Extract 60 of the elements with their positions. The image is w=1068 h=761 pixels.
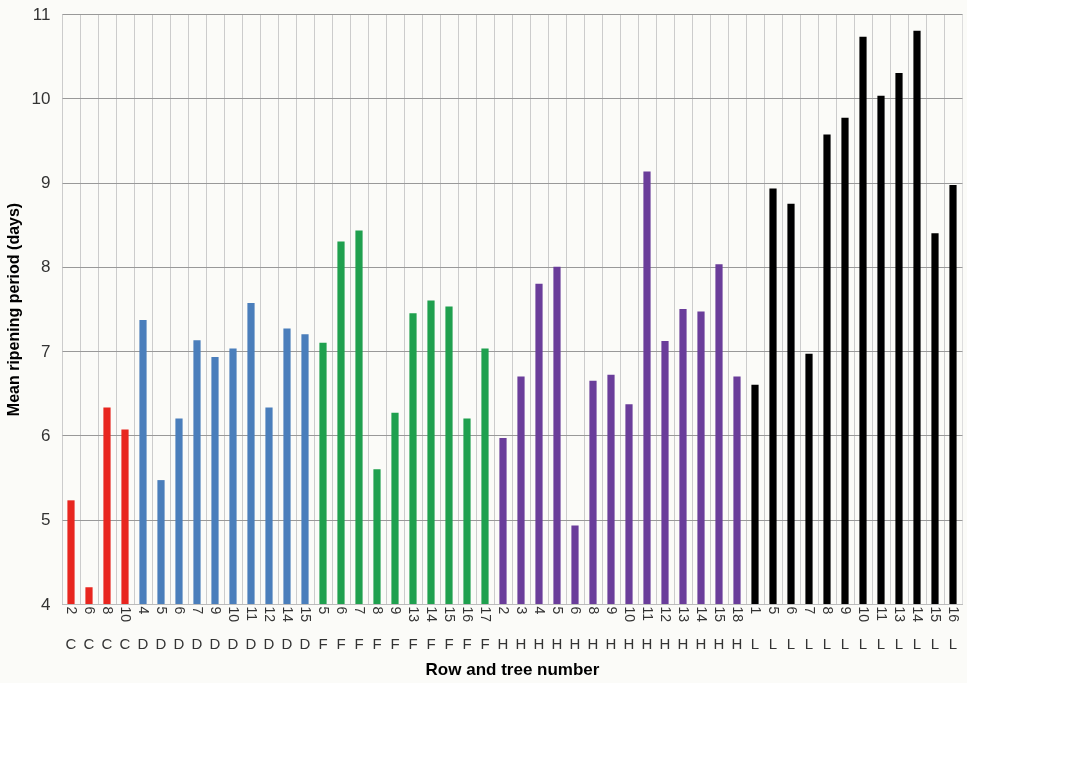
category-label: 14 L: [910, 606, 926, 652]
category-label: 2 H: [496, 606, 512, 652]
category-label: 12 D: [262, 606, 278, 652]
category-label: 8 C: [100, 606, 116, 652]
category-label: 11 H: [640, 606, 656, 652]
category-label: 7 L: [802, 606, 818, 652]
category-label: 4 D: [136, 606, 152, 652]
category-label: 5 H: [550, 606, 566, 652]
category-label: 6 H: [568, 606, 584, 652]
category-label: 8 L: [820, 606, 836, 652]
category-label: 9 F: [388, 606, 404, 652]
category-label: 18 H: [730, 606, 746, 652]
category-label: 8 F: [370, 606, 386, 652]
category-label: 11 L: [874, 606, 890, 652]
category-label: 15 F: [442, 606, 458, 652]
category-label: 12 H: [658, 606, 674, 652]
category-label: 15 H: [712, 606, 728, 652]
category-label: 15 L: [928, 606, 944, 652]
y-tick-label: 10: [31, 88, 51, 108]
category-label: 6 C: [82, 606, 98, 652]
y-tick-label: 5: [41, 510, 51, 530]
category-label: 6 F: [334, 606, 350, 652]
category-label: 11 D: [244, 606, 260, 652]
category-label: 14 H: [694, 606, 710, 652]
category-label: 6 D: [172, 606, 188, 652]
category-label: 13 F: [406, 606, 422, 652]
category-label: 10 L: [856, 606, 872, 652]
category-label: 16 L: [946, 606, 962, 652]
category-label: 7 D: [190, 606, 206, 652]
y-tick-label: 4: [41, 594, 51, 614]
category-label: 14 F: [424, 606, 440, 652]
category-label: 10 D: [226, 606, 242, 652]
category-label: 5 L: [766, 606, 782, 652]
category-label: 15 D: [298, 606, 314, 652]
category-label: 5 F: [316, 606, 332, 652]
category-label: 3 H: [514, 606, 530, 652]
y-tick-label: 8: [41, 257, 51, 277]
category-label: 14 D: [280, 606, 296, 652]
y-tick-label: 11: [32, 4, 51, 24]
category-label: 10 C: [118, 606, 134, 652]
category-label: 5 D: [154, 606, 170, 652]
category-label: 8 H: [586, 606, 602, 652]
category-label: 9 D: [208, 606, 224, 652]
y-tick-label: 7: [41, 341, 51, 361]
category-label: 4 H: [532, 606, 548, 652]
category-label: 10 H: [622, 606, 638, 652]
category-label: 2 C: [64, 606, 80, 652]
category-label: 9 L: [838, 606, 854, 652]
category-label: 6 L: [784, 606, 800, 652]
y-axis-title: Mean ripening period (days): [4, 202, 22, 417]
y-tick-label: 9: [41, 173, 51, 193]
category-label: 16 F: [460, 606, 476, 652]
category-label: 7 F: [352, 606, 368, 652]
y-tick-label: 6: [41, 425, 51, 445]
category-label: 1 L: [748, 606, 764, 652]
category-label: 9 H: [604, 606, 620, 652]
category-label: 13 L: [892, 606, 908, 652]
category-label: 13 H: [676, 606, 692, 652]
x-axis-title: Row and tree number: [425, 660, 600, 680]
category-label: 17 F: [478, 606, 494, 652]
